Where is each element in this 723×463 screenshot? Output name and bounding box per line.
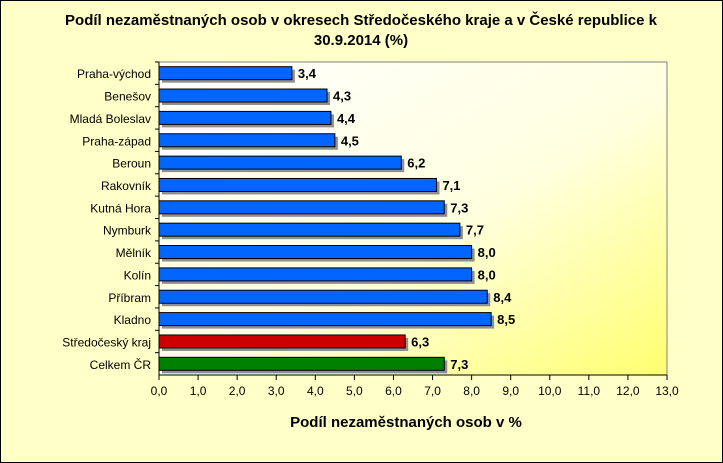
data-label: 4,5 — [341, 133, 359, 148]
data-label: 4,3 — [333, 89, 351, 104]
bar — [158, 177, 437, 192]
data-label: 4,4 — [337, 111, 356, 126]
category-label: Beroun — [112, 157, 151, 171]
data-label: 7,7 — [466, 223, 484, 238]
x-tick-label: 2,0 — [229, 384, 246, 398]
category-label: Rakovník — [101, 179, 152, 193]
data-label: 6,3 — [411, 334, 429, 349]
bar — [158, 88, 328, 103]
category-label: Nymburk — [103, 224, 152, 238]
x-tick-label: 10,0 — [538, 384, 562, 398]
bar — [158, 133, 336, 148]
category-label: Kutná Hora — [90, 201, 151, 215]
bar — [158, 110, 332, 125]
data-label: 8,5 — [497, 312, 515, 327]
category-label: Praha-západ — [82, 134, 151, 148]
category-label: Středočeský kraj — [62, 335, 151, 349]
bar — [158, 267, 473, 282]
bar — [158, 222, 461, 237]
data-label: 7,1 — [442, 178, 460, 193]
x-tick-label: 1,0 — [190, 384, 207, 398]
x-tick-label: 7,0 — [424, 384, 441, 398]
bar — [158, 312, 492, 327]
category-label: Benešov — [104, 90, 151, 104]
x-tick-label: 5,0 — [346, 384, 363, 398]
bar — [158, 356, 445, 371]
category-label: Celkem ČR — [90, 357, 152, 372]
x-axis-label: Podíl nezaměstnaných osob v % — [290, 414, 522, 431]
category-label: Příbram — [108, 291, 151, 305]
category-label: Mělník — [116, 246, 152, 260]
data-label: 3,4 — [298, 66, 317, 81]
x-tick-label: 12,0 — [616, 384, 640, 398]
x-tick-label: 3,0 — [268, 384, 285, 398]
category-label: Kladno — [114, 313, 152, 327]
data-label: 7,3 — [450, 200, 468, 215]
bar — [158, 66, 293, 81]
x-tick-label: 9,0 — [502, 384, 519, 398]
chart-title: Podíl nezaměstnaných osob v okresech Stř… — [65, 12, 657, 49]
x-tick-label: 4,0 — [307, 384, 324, 398]
bar — [158, 245, 473, 260]
category-label: Kolín — [124, 268, 151, 282]
bar — [158, 155, 402, 170]
x-tick-label: 13,0 — [655, 384, 679, 398]
category-label: Praha-východ — [77, 67, 151, 81]
bar — [158, 200, 445, 215]
bar — [158, 334, 406, 349]
x-tick-label: 11,0 — [578, 384, 601, 398]
data-label: 7,3 — [450, 357, 468, 372]
x-tick-label: 0,0 — [151, 384, 168, 398]
x-tick-label: 8,0 — [463, 384, 480, 398]
data-label: 8,4 — [493, 290, 512, 305]
bar — [158, 289, 488, 304]
category-label: Mladá Boleslav — [70, 112, 151, 126]
x-tick-label: 6,0 — [385, 384, 402, 398]
data-label: 8,0 — [478, 267, 496, 282]
data-label: 6,2 — [407, 156, 425, 171]
data-label: 8,0 — [478, 245, 496, 260]
